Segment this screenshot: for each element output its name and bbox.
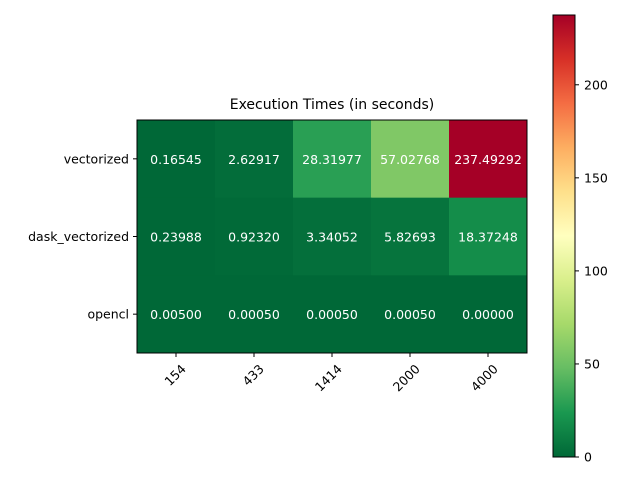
heatmap-cell: [215, 120, 294, 199]
x-tick-label: 433: [239, 361, 266, 388]
colorbar-tick-label: 150: [584, 170, 608, 185]
heatmap-cell: [449, 275, 528, 354]
heatmap-cells: [137, 120, 528, 354]
cell-value-label: 0.00050: [384, 307, 436, 322]
cell-value-label: 3.34052: [306, 230, 358, 245]
x-tick-label: 4000: [468, 361, 501, 394]
cell-value-label: 0.00050: [228, 307, 280, 322]
heatmap-cell: [449, 120, 528, 199]
cell-value-label: 2.62917: [228, 152, 280, 167]
colorbar-gradient: [552, 14, 576, 458]
heatmap-cell: [293, 120, 372, 199]
y-tick-label: dask_vectorized: [28, 229, 129, 244]
cell-value-label: 0.00500: [150, 307, 202, 322]
colorbar: 0 50 100 150 200: [552, 14, 608, 465]
cell-value-label: 237.49292: [454, 152, 522, 167]
cell-value-label: 0.92320: [228, 230, 280, 245]
colorbar-ticks: 0 50 100 150 200: [575, 77, 608, 465]
heatmap-cell: [371, 275, 450, 354]
heatmap-cell: [137, 197, 216, 276]
colorbar-tick-label: 0: [584, 450, 592, 465]
chart-title: Execution Times (in seconds): [230, 97, 435, 113]
x-tick-label: 154: [161, 361, 189, 389]
cell-value-label: 0.00050: [306, 307, 358, 322]
colorbar-tick-label: 200: [584, 77, 608, 92]
heatmap-cell: [137, 275, 216, 354]
heatmap-cell: [293, 197, 372, 276]
x-axis: 154 433 1414 2000 4000: [161, 353, 501, 394]
cell-value-label: 28.31977: [302, 152, 362, 167]
heatmap-cell: [371, 120, 450, 199]
heatmap-cell: [137, 120, 216, 199]
cell-value-label: 5.82693: [384, 230, 436, 245]
colorbar-tick-label: 50: [584, 356, 600, 371]
x-tick-label: 2000: [390, 361, 423, 394]
cell-value-label: 18.37248: [458, 230, 518, 245]
cell-value-label: 0.23988: [150, 230, 202, 245]
heatmap-cell: [293, 275, 372, 354]
colorbar-tick-label: 100: [584, 263, 608, 278]
heatmap-cell-labels: 0.16545 2.62917 28.31977 57.02768 237.49292 0…: [150, 152, 522, 322]
x-tick-label: 1414: [312, 361, 345, 394]
y-tick-label: opencl: [87, 307, 129, 322]
cell-value-label: 0.16545: [150, 152, 202, 167]
cell-value-label: 57.02768: [380, 152, 440, 167]
heatmap-cell: [215, 275, 294, 354]
y-tick-label: vectorized: [64, 151, 129, 166]
heatmap-cell: [215, 197, 294, 276]
heatmap-cell: [449, 197, 528, 276]
cell-value-label: 0.00000: [462, 307, 514, 322]
heatmap-cell: [371, 197, 450, 276]
